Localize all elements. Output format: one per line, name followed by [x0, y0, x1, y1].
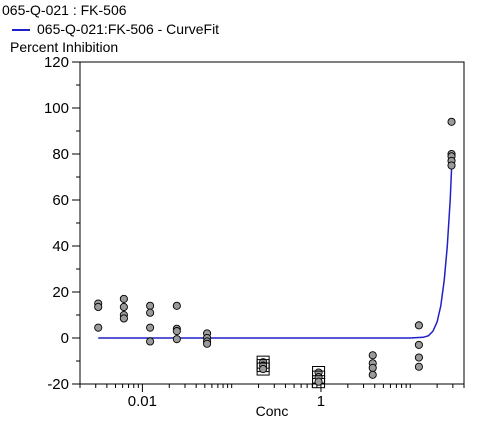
data-point [259, 364, 268, 374]
data-point [447, 161, 456, 170]
y-tick-label: -20 [47, 376, 69, 393]
data-point [119, 314, 128, 323]
data-point [368, 363, 377, 372]
plot-frame [79, 61, 465, 385]
data-point [447, 117, 456, 126]
x-axis: 0.01 1 [79, 384, 465, 410]
data-point [146, 308, 155, 317]
y-tick-label: 100 [44, 100, 69, 117]
data-points-layer [94, 117, 456, 389]
curve-fit-line [98, 153, 453, 339]
data-point [94, 302, 103, 312]
curve-fit-layer [98, 153, 453, 339]
data-point [414, 362, 423, 371]
legend-entry-label: 065-Q-021:FK-506 - CurveFit [37, 21, 219, 37]
data-point [414, 321, 423, 330]
y-tick-label: 80 [52, 146, 69, 163]
data-point [119, 302, 128, 312]
data-point [314, 377, 323, 386]
data-point [203, 339, 212, 348]
data-point [146, 301, 155, 310]
x-tick-label: 1 [317, 393, 325, 410]
excluded-point-marker [256, 362, 270, 376]
data-point [146, 323, 155, 332]
data-point [119, 294, 128, 303]
data-point [368, 370, 377, 379]
data-point [94, 323, 103, 332]
x-tick-label: 0.01 [128, 393, 157, 410]
data-point [146, 337, 155, 346]
y-tick-label: 20 [52, 284, 69, 301]
x-axis-label: Conc [256, 403, 289, 419]
y-axis-label: Percent Inhibition [10, 39, 118, 55]
data-point [414, 340, 423, 349]
y-axis: -20 0 20 40 60 80 100 120 [44, 54, 80, 393]
data-point [172, 301, 181, 310]
y-tick-label: 120 [44, 54, 69, 71]
chart-title: 065-Q-021 : FK-506 [2, 2, 127, 18]
data-point [172, 327, 181, 336]
excluded-point-marker [312, 375, 326, 389]
data-point [368, 351, 377, 360]
y-tick-label: 60 [52, 192, 69, 209]
y-tick-label: 0 [61, 330, 69, 347]
data-point [414, 353, 423, 362]
data-point [172, 335, 181, 344]
y-tick-label: 40 [52, 238, 69, 255]
